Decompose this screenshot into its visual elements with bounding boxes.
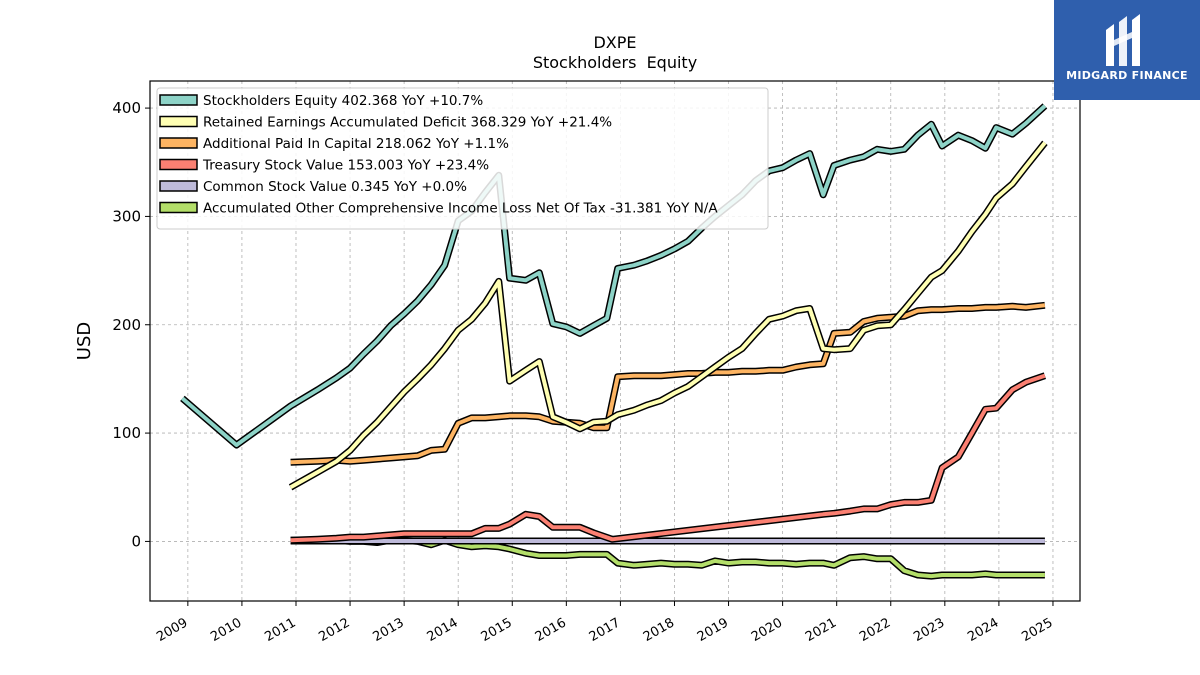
legend-swatch xyxy=(159,201,198,214)
legend-swatch xyxy=(159,158,198,171)
x-tick-label: 2012 xyxy=(316,615,352,645)
series-line xyxy=(290,538,1045,579)
legend-swatch xyxy=(159,180,198,192)
x-tick-label: 2025 xyxy=(1019,615,1055,645)
legend-swatch xyxy=(159,137,198,149)
chart-title: DXPE xyxy=(593,33,636,52)
x-tick-label: 2009 xyxy=(154,615,190,645)
series-line xyxy=(290,303,1046,465)
chart-subtitle: Stockholders Equity xyxy=(533,53,697,72)
legend-swatch xyxy=(159,115,198,128)
x-tick-label: 2023 xyxy=(911,615,947,645)
legend-swatch xyxy=(159,94,198,106)
series-line xyxy=(289,141,1047,490)
x-tick-label: 2013 xyxy=(371,615,407,645)
legend-label: Accumulated Other Comprehensive Income L… xyxy=(203,201,718,217)
x-tick-label: 2014 xyxy=(425,615,461,645)
x-tick-label: 2011 xyxy=(262,615,298,645)
legend-label: Stockholders Equity 402.368 YoY +10.7% xyxy=(203,93,483,109)
x-tick-label: 2010 xyxy=(208,615,244,645)
midgard-m-logo-icon xyxy=(1106,14,1140,66)
y-tick-label: 200 xyxy=(112,316,141,334)
plot-frame xyxy=(149,80,1081,602)
series-line xyxy=(290,373,1046,543)
brand-name: MIDGARD FINANCE xyxy=(1066,69,1188,82)
y-axis-label: USD xyxy=(74,322,95,360)
series-line xyxy=(181,104,1047,447)
legend-box xyxy=(156,87,769,230)
x-tick-label: 2019 xyxy=(695,615,731,645)
x-tick-label: 2016 xyxy=(533,615,569,645)
y-tick-label: 300 xyxy=(112,207,141,225)
x-tick-label: 2015 xyxy=(479,615,515,645)
x-tick-label: 2018 xyxy=(641,615,677,645)
x-tick-label: 2021 xyxy=(803,615,839,645)
x-tick-label: 2024 xyxy=(965,615,1001,645)
x-tick-label: 2017 xyxy=(587,615,623,645)
legend-label: Treasury Stock Value 153.003 YoY +23.4% xyxy=(202,158,489,174)
series-lines xyxy=(180,103,1048,580)
y-tick-label: 0 xyxy=(131,532,141,550)
x-tick-label: 2020 xyxy=(749,615,785,645)
y-tick-label: 100 xyxy=(112,424,141,442)
legend-label: Common Stock Value 0.345 YoY +0.0% xyxy=(203,179,467,195)
x-tick-label: 2022 xyxy=(857,615,893,645)
brand-logo: MIDGARD FINANCE xyxy=(1054,0,1200,100)
legend-label: Retained Earnings Accumulated Deficit 36… xyxy=(203,115,612,131)
legend-label: Additional Paid In Capital 218.062 YoY +… xyxy=(203,136,509,152)
y-tick-label: 400 xyxy=(112,99,141,117)
legend: Stockholders Equity 402.368 YoY +10.7% Re… xyxy=(156,87,769,230)
